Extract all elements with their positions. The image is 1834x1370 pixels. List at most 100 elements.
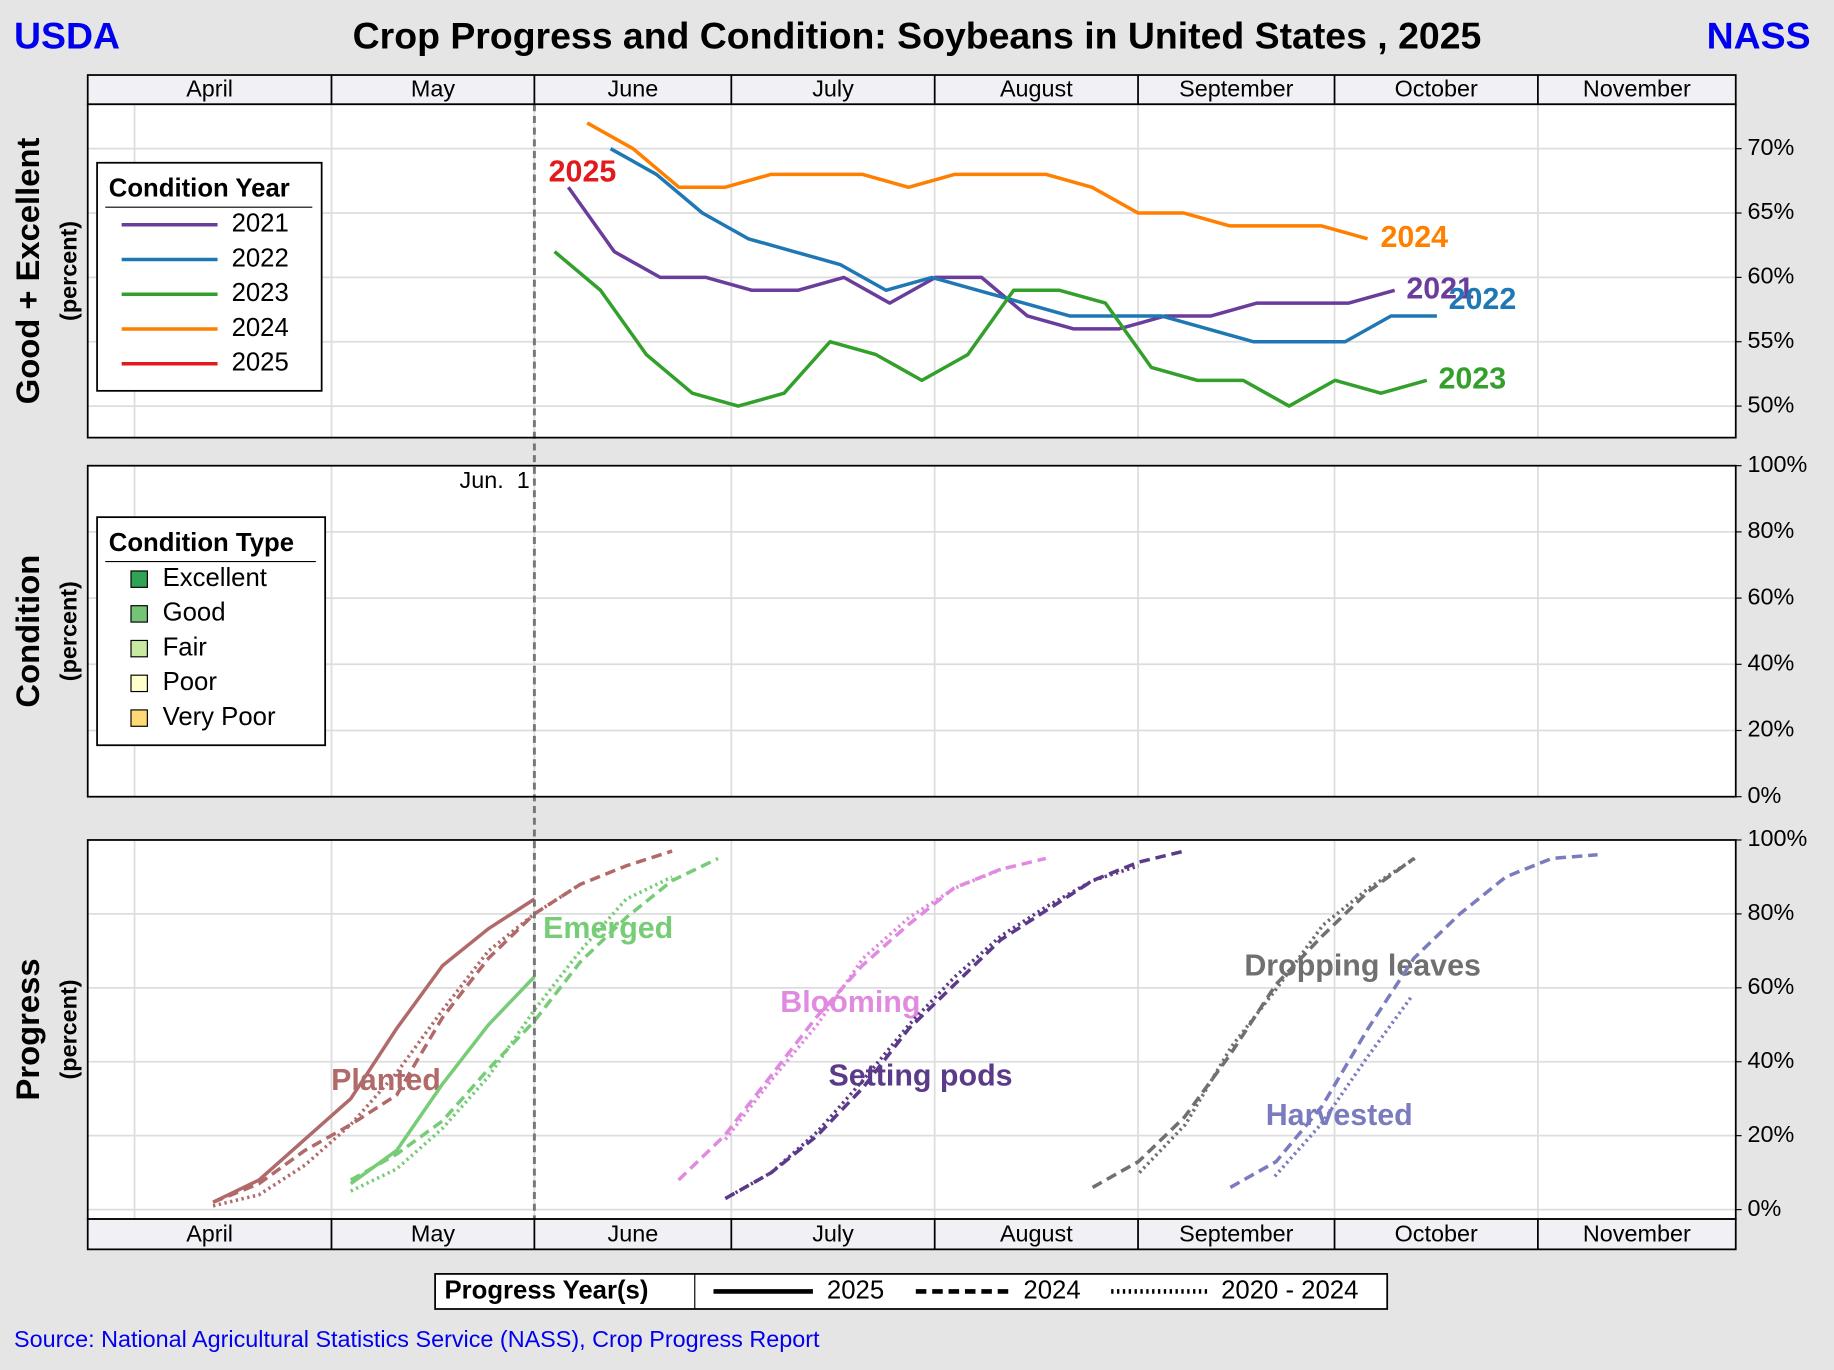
progress-legend-title: Progress Year(s) — [444, 1276, 648, 1304]
month-label: August — [1000, 1220, 1073, 1246]
condition-line — [586, 121, 1369, 241]
month-label: April — [186, 75, 233, 101]
progress-legend-label: 2024 — [1023, 1276, 1080, 1304]
month-label: October — [1395, 1220, 1478, 1246]
progress-line — [724, 864, 1140, 1201]
month-label: September — [1179, 1220, 1294, 1246]
series-end-label: 2021 — [1406, 271, 1474, 305]
panel-condition — [87, 465, 1736, 797]
progress-line — [212, 882, 582, 1208]
y-tick-label: 65% — [1747, 198, 1794, 224]
legend-title: Condition Type — [109, 529, 294, 557]
usda-label: USDA — [14, 15, 120, 57]
y-tick-label: 55% — [1747, 327, 1794, 353]
progress-line — [724, 849, 1185, 1201]
y-axis-subtitle: (percent) — [55, 221, 81, 321]
y-tick-label: 60% — [1747, 263, 1794, 289]
y-axis-subtitle: (percent) — [55, 581, 81, 681]
series-end-label: 2024 — [1380, 220, 1448, 254]
legend-label: 2023 — [232, 279, 289, 307]
stage-label: Harvested — [1266, 1098, 1413, 1132]
progress-line — [212, 897, 536, 1204]
progress-line — [349, 856, 719, 1182]
legend-label: Fair — [163, 633, 208, 661]
panel-border — [86, 839, 1737, 1220]
month-label: July — [812, 1220, 854, 1246]
y-tick-label: 40% — [1747, 649, 1794, 675]
y-axis-title: Progress — [9, 958, 46, 1100]
y-tick-label: 60% — [1747, 973, 1794, 999]
legend-swatch — [130, 605, 148, 623]
progress-line — [1229, 853, 1598, 1189]
y-tick-label: 20% — [1747, 1121, 1794, 1147]
progress-legend-label: 2025 — [827, 1276, 884, 1304]
y-tick-label: 80% — [1747, 899, 1794, 925]
plot-layer: April April May May June June July July August Au… — [9, 75, 1807, 1310]
month-label: May — [411, 75, 455, 101]
stage-label: Emerged — [543, 911, 673, 945]
progress-line — [1273, 994, 1414, 1178]
y-tick-label: 80% — [1747, 517, 1794, 543]
y-tick-label: 50% — [1747, 391, 1794, 417]
month-label: October — [1395, 75, 1478, 101]
legend-label: Good — [163, 599, 226, 627]
month-label: April — [186, 1220, 233, 1246]
y-axis-subtitle: (percent) — [55, 979, 81, 1079]
condition-line — [553, 250, 1428, 408]
legend-label: Poor — [163, 668, 218, 696]
legend-swatch — [130, 639, 148, 658]
stage-label: Dropping leaves — [1244, 949, 1481, 983]
chart-title: Crop Progress and Condition: Soybeans in… — [353, 15, 1482, 57]
panel-border — [86, 103, 1737, 439]
legend-swatch — [130, 674, 148, 693]
progress-line — [212, 849, 673, 1204]
y-tick-label: 40% — [1747, 1047, 1794, 1073]
legend: Condition Year 2021 2022 2023 2024 2025 — [96, 161, 323, 392]
series-end-label: 2022 — [1449, 282, 1517, 316]
y-tick-label: 100% — [1747, 825, 1807, 851]
stage-label: Setting pods — [828, 1058, 1012, 1092]
legend-label: 2021 — [232, 210, 289, 238]
panel-condition-year — [87, 104, 1736, 438]
legend-label: 2025 — [232, 348, 289, 376]
month-label: June — [608, 1220, 659, 1246]
series-end-label: 2023 — [1438, 361, 1506, 395]
month-label: November — [1583, 75, 1691, 101]
y-tick-label: 20% — [1747, 716, 1794, 742]
legend-label: 2024 — [232, 314, 289, 342]
progress-legend-box — [434, 1273, 1389, 1310]
source: Source: National Agricultural Statistics… — [14, 1326, 820, 1352]
series-label: 2025 — [549, 154, 617, 188]
progress-line — [1091, 857, 1415, 1189]
y-axis-title: Good + Excellent — [9, 138, 46, 405]
month-label: June — [608, 75, 659, 101]
y-tick-label: 0% — [1747, 782, 1781, 808]
stage-label: Planted — [331, 1063, 441, 1097]
month-label: August — [1000, 75, 1073, 101]
legend-title: Condition Year — [109, 174, 290, 202]
legend: Condition Type Excellent Good Fair Poor Very … — [96, 516, 327, 747]
nass-label: NASS — [1707, 15, 1811, 57]
y-tick-label: 60% — [1747, 583, 1794, 609]
condition-line — [566, 186, 1396, 331]
month-label: May — [411, 1220, 455, 1246]
month-label: July — [812, 75, 854, 101]
month-header-bottom — [86, 1218, 1737, 1251]
month-header-top — [86, 74, 1737, 106]
progress-legend-label: 2020 - 2024 — [1221, 1276, 1358, 1304]
legend-box — [96, 161, 323, 392]
condition-line — [609, 147, 1437, 344]
month-label: November — [1583, 1220, 1691, 1246]
legend-box — [96, 516, 327, 747]
panel-progress — [87, 839, 1736, 1219]
month-label: September — [1179, 75, 1294, 101]
legend-label: 2022 — [232, 244, 289, 272]
y-tick-label: 70% — [1747, 134, 1794, 160]
legend-swatch — [130, 570, 148, 588]
y-tick-label: 100% — [1747, 451, 1807, 477]
stage-label: Blooming — [780, 985, 920, 1019]
legend-swatch — [130, 709, 148, 727]
y-tick-label: 0% — [1747, 1195, 1781, 1221]
